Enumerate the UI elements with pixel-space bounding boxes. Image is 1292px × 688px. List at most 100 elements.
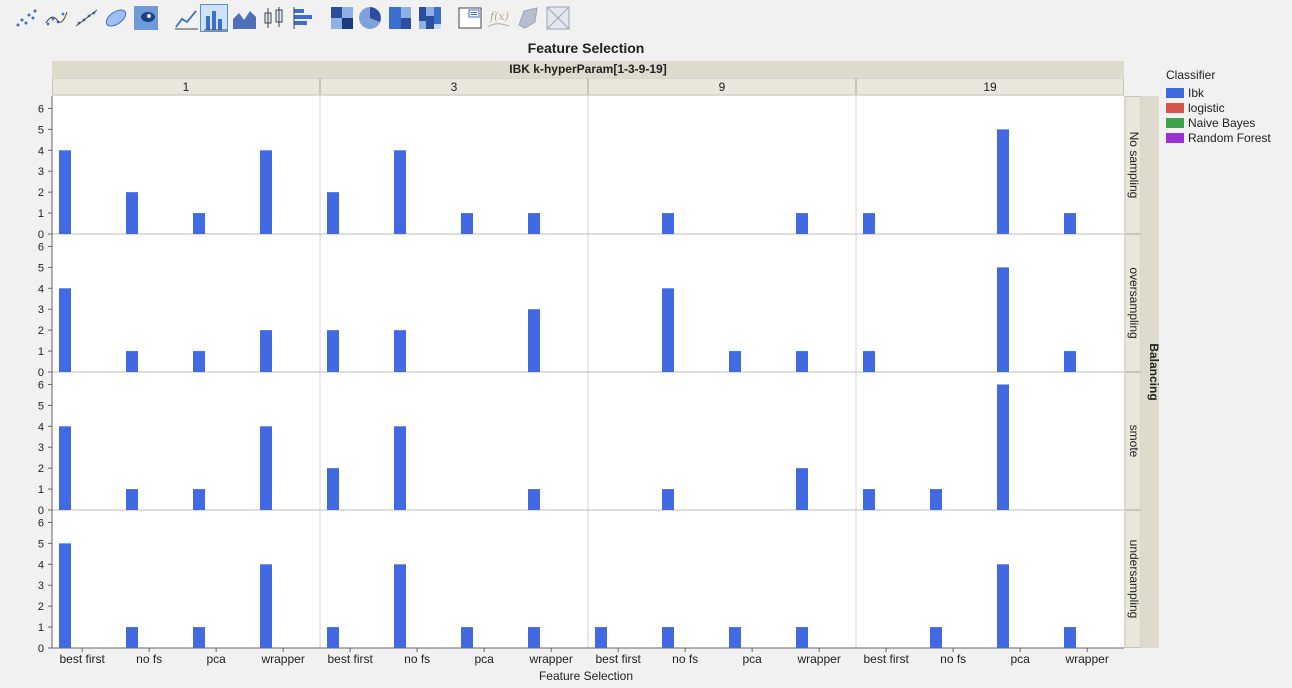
line-fit-button[interactable] [72,4,100,32]
bar-oversampling-1-no-fs [126,351,138,372]
y-tick-label: 5 [38,538,44,550]
y-tick-label: 6 [38,103,44,115]
bar-oversampling-19-pca [997,267,1009,372]
row-header [1124,510,1142,648]
row-group-header [1142,96,1159,648]
column-header [856,77,1124,96]
x-tick-label: best first [59,652,105,666]
bar-oversampling-3-no-fs [394,330,406,372]
bar-smote-9-wrapper [796,468,808,510]
y-tick-label: 4 [38,283,44,295]
grid-button[interactable] [544,4,572,32]
area-chart-button[interactable] [230,4,258,32]
y-tick-label: 2 [38,601,44,613]
heatmap-icon [328,5,356,31]
bar-no-sampling-3-best-first [327,192,339,234]
bar-undersampling-19-wrapper [1064,627,1076,648]
treemap-button[interactable] [386,4,414,32]
line-chart-button[interactable] [172,4,200,32]
x-tick-label: pca [206,652,226,666]
y-tick-label: 6 [38,379,44,391]
histogram-button[interactable] [290,4,318,32]
y-tick-label: 3 [38,304,44,316]
bar-no-sampling-19-best-first [863,213,875,234]
box-plot-icon [260,5,288,31]
bar-no-sampling-1-pca [193,213,205,234]
bar-smote-1-pca [193,489,205,510]
bar-undersampling-3-pca [461,627,473,648]
legend-label: Naive Bayes [1188,116,1256,130]
x-tick-label: best first [327,652,373,666]
bar-undersampling-1-no-fs [126,627,138,648]
bar-undersampling-9-no-fs [662,627,674,648]
x-tick-label: wrapper [260,652,304,666]
bar-oversampling-1-best-first [59,288,71,372]
bar-smote-19-pca [997,384,1009,510]
row-header-label: smote [1127,425,1141,458]
y-tick-label: 3 [38,580,44,592]
bar-undersampling-19-pca [997,564,1009,648]
x-tick-label: best first [863,652,909,666]
histogram-icon [290,5,318,31]
bar-no-sampling-19-pca [997,129,1009,234]
column-group-label: IBK k-hyperParam[1-3-9-19] [509,62,666,76]
area-chart-icon [230,5,258,31]
smoother-button[interactable] [42,4,70,32]
row-group-label: Balancing [1147,343,1161,400]
legend-item-naive-bayes[interactable]: Naive Bayes [1166,116,1271,131]
column-header-label: 3 [451,80,458,94]
y-tick-label: 4 [38,421,44,433]
map-shape-button[interactable] [514,4,542,32]
treemap-icon [386,5,414,31]
bar-no-sampling-9-wrapper [796,213,808,234]
formula-button[interactable]: f(x) [484,4,512,32]
mosaic-button[interactable] [416,4,444,32]
mosaic-icon [416,5,444,31]
legend-item-logistic[interactable]: logistic [1166,101,1271,116]
y-tick-label: 0 [38,643,44,655]
bar-undersampling-1-best-first [59,543,71,648]
bar-oversampling-3-best-first [327,330,339,372]
bar-undersampling-3-best-first [327,627,339,648]
box-plot-button[interactable] [260,4,288,32]
legend-item-random-forest[interactable]: Random Forest [1166,131,1271,146]
y-tick-label: 3 [38,442,44,454]
y-tick-label: 0 [38,367,44,379]
line-fit-icon [72,5,100,31]
y-tick-label: 0 [38,229,44,241]
y-tick-label: 1 [38,208,44,220]
x-tick-label: no fs [136,652,162,666]
row-header-label: undersampling [1127,540,1141,619]
contour-button[interactable] [132,4,160,32]
heatmap-button[interactable] [328,4,356,32]
y-tick-label: 2 [38,187,44,199]
ellipse-button[interactable] [102,4,130,32]
legend-item-ibk[interactable]: Ibk [1166,86,1271,101]
smoother-icon [42,5,70,31]
bar-chart-button[interactable] [200,4,228,32]
y-tick-label: 6 [38,517,44,529]
y-tick-label: 1 [38,484,44,496]
pie-chart-icon [356,5,384,31]
caption-box-button[interactable] [456,4,484,32]
bar-smote-3-no-fs [394,426,406,510]
x-tick-label: no fs [404,652,430,666]
bar-smote-19-no-fs [930,489,942,510]
legend-label: Random Forest [1188,131,1271,145]
column-header-label: 9 [719,80,726,94]
column-header [320,77,588,96]
bar-undersampling-9-best-first [595,627,607,648]
bar-no-sampling-1-no-fs [126,192,138,234]
y-tick-label: 3 [38,166,44,178]
ellipse-icon [102,5,130,31]
x-tick-label: best first [595,652,641,666]
y-tick-label: 5 [38,124,44,136]
row-header [1124,372,1142,510]
chart-title: Feature Selection [527,40,645,56]
bar-undersampling-9-wrapper [796,627,808,648]
pie-chart-button[interactable] [356,4,384,32]
y-tick-label: 5 [38,262,44,274]
scatter-points-button[interactable] [12,4,40,32]
bar-no-sampling-9-no-fs [662,213,674,234]
